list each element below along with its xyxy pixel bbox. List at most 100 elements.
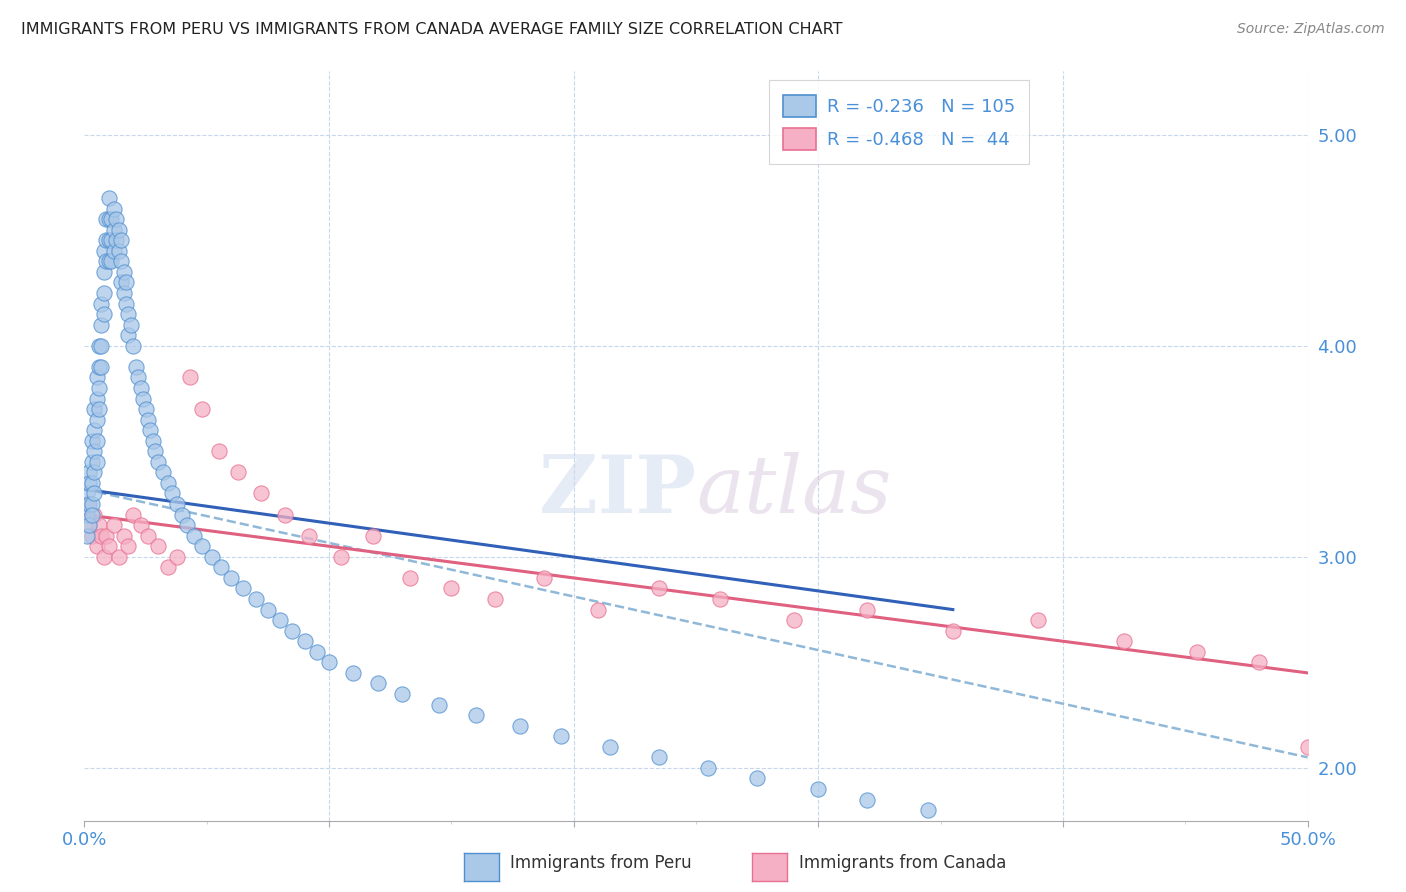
Point [367, 676, 389, 690]
Point [103, 222, 125, 236]
Point [90, 318, 112, 332]
Point [112, 265, 135, 279]
Point [100, 212, 122, 227]
Point [77, 497, 100, 511]
Point [87, 381, 110, 395]
Point [117, 328, 139, 343]
Point [93, 265, 115, 279]
Point [120, 318, 142, 332]
Point [599, 739, 621, 754]
Point [176, 518, 198, 533]
Point [440, 582, 463, 596]
Point [96, 254, 118, 268]
Point [86, 392, 108, 406]
Point [110, 254, 132, 268]
Text: ZIP: ZIP [538, 452, 696, 530]
Point [942, 624, 965, 638]
Point [1114, 634, 1136, 648]
Point [80, 455, 103, 469]
Point [110, 276, 132, 290]
Text: atlas: atlas [696, 452, 891, 530]
Point [697, 761, 720, 775]
Point [96, 212, 118, 227]
Point [83, 466, 105, 480]
Point [112, 285, 135, 300]
Y-axis label: Average Family Size: Average Family Size [0, 363, 8, 529]
Point [550, 729, 572, 743]
Point [162, 486, 184, 500]
Point [107, 244, 129, 258]
Point [87, 402, 110, 417]
Point [318, 656, 340, 670]
Point [80, 434, 103, 448]
Point [107, 222, 129, 236]
Point [305, 645, 328, 659]
Point [139, 423, 162, 437]
Point [274, 508, 297, 522]
Point [90, 296, 112, 310]
Point [183, 529, 205, 543]
Point [96, 529, 118, 543]
Point [87, 339, 110, 353]
Point [146, 539, 169, 553]
Point [100, 233, 122, 247]
Point [93, 549, 115, 564]
Point [135, 402, 157, 417]
Point [86, 455, 108, 469]
Text: Source: ZipAtlas.com: Source: ZipAtlas.com [1237, 22, 1385, 37]
Text: IMMIGRANTS FROM PERU VS IMMIGRANTS FROM CANADA AVERAGE FAMILY SIZE CORRELATION C: IMMIGRANTS FROM PERU VS IMMIGRANTS FROM … [21, 22, 842, 37]
Point [77, 466, 100, 480]
Point [152, 466, 174, 480]
Point [156, 560, 179, 574]
Point [245, 592, 267, 607]
Point [97, 539, 120, 553]
Point [427, 698, 450, 712]
Point [129, 381, 152, 395]
Point [917, 803, 939, 817]
Point [93, 244, 115, 258]
Point [127, 370, 149, 384]
Point [648, 582, 671, 596]
Point [269, 613, 291, 627]
Point [391, 687, 413, 701]
Point [87, 518, 110, 533]
Point [80, 497, 103, 511]
Point [249, 486, 271, 500]
Point [80, 475, 103, 490]
Point [166, 497, 188, 511]
Point [115, 276, 138, 290]
Point [136, 529, 159, 543]
Point [103, 518, 125, 533]
Point [156, 475, 179, 490]
Point [122, 339, 145, 353]
Point [76, 508, 98, 522]
Point [105, 212, 128, 227]
Point [132, 392, 155, 406]
Point [90, 529, 112, 543]
Point [87, 359, 110, 374]
Point [1187, 645, 1209, 659]
Point [783, 613, 806, 627]
Point [77, 475, 100, 490]
Point [1247, 656, 1270, 670]
Text: Immigrants from Canada: Immigrants from Canada [799, 855, 1005, 872]
Point [90, 359, 112, 374]
Point [77, 518, 100, 533]
Point [76, 497, 98, 511]
Point [200, 549, 222, 564]
Point [172, 508, 194, 522]
Point [136, 412, 159, 426]
Point [97, 233, 120, 247]
Point [219, 571, 242, 585]
Point [361, 529, 384, 543]
Point [80, 529, 103, 543]
Point [86, 370, 108, 384]
Point [464, 708, 486, 723]
Point [856, 792, 879, 806]
Point [143, 444, 166, 458]
Point [97, 254, 120, 268]
Point [103, 244, 125, 258]
Point [209, 560, 232, 574]
Point [142, 434, 165, 448]
Point [96, 233, 118, 247]
